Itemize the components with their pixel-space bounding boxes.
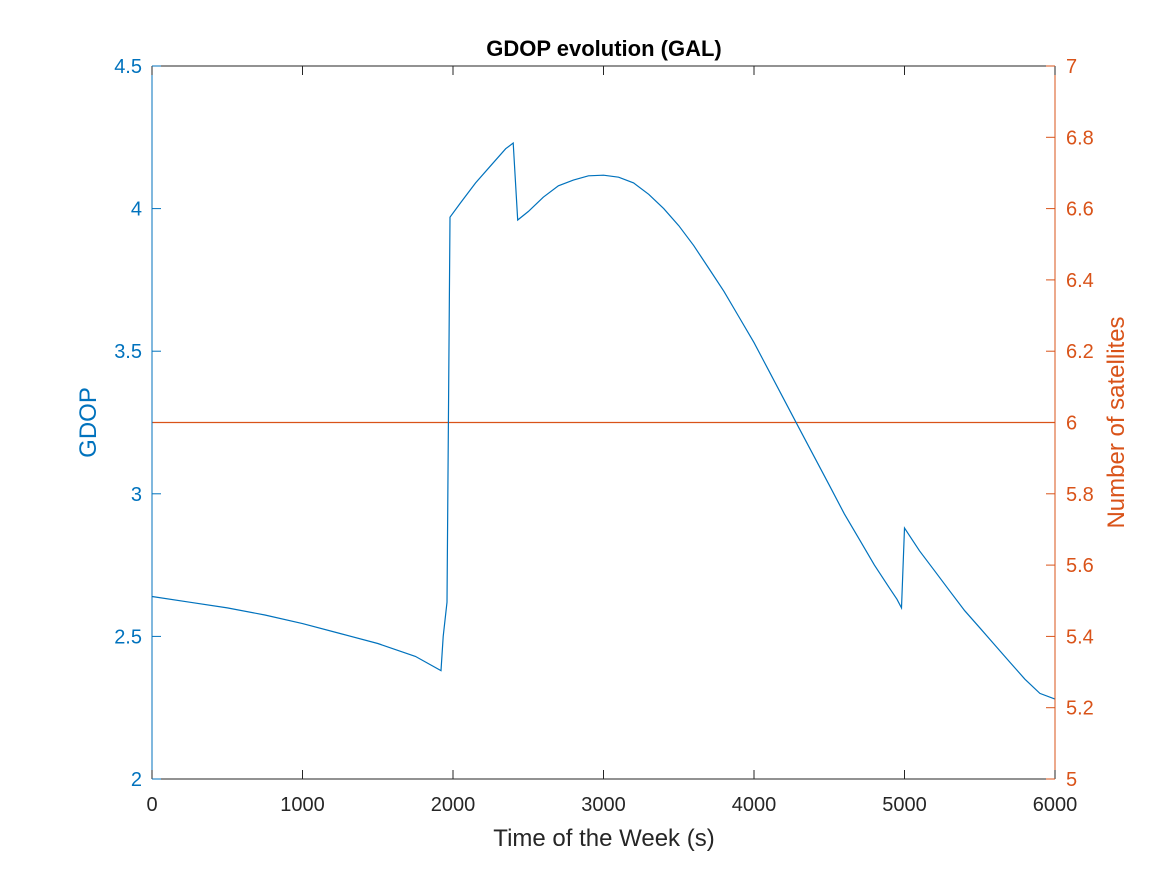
y-left-tick-label: 4.5 [114,56,142,78]
x-tick-label: 2000 [431,794,476,816]
y-right-tick-label: 5.4 [1066,626,1094,648]
y-right-tick-label: 6.4 [1066,270,1094,292]
x-axis-label: Time of the Week (s) [493,825,714,852]
y-right-tick-label: 6.8 [1066,127,1094,149]
chart-title: GDOP evolution (GAL) [486,36,721,61]
axes: 0 1000 2000 3000 4000 5000 6000 2 2.5 3 3.5 4 4.5 5 5.… [114,56,1094,816]
x-tick-label: 6000 [1033,794,1078,816]
y-left-tick-label: 2 [131,769,142,791]
y-right-tick-label: 6.6 [1066,199,1094,221]
x-tick-label: 0 [146,794,157,816]
x-tick-label: 3000 [581,794,626,816]
y-right-tick-label: 5 [1066,769,1077,791]
y-right-tick-label: 6 [1066,413,1077,435]
y-right-tick-label: 6.2 [1066,341,1094,363]
y-right-tick-label: 7 [1066,56,1077,78]
y-left-tick-label: 3.5 [114,341,142,363]
y-left-tick-label: 3 [131,484,142,506]
y-left-tick-label: 4 [131,199,142,221]
y-right-tick-label: 5.2 [1066,698,1094,720]
gdop-series [151,141,1056,700]
gdop-line [151,141,1056,700]
y-axis-left-label: GDOP [75,387,102,458]
x-tick-label: 1000 [280,794,325,816]
x-tick-label: 4000 [732,794,777,816]
x-tick-label: 5000 [882,794,927,816]
y-right-tick-label: 5.8 [1066,484,1094,506]
y-left-tick-label: 2.5 [114,626,142,648]
y-axis-right-label: Number of satellites [1103,316,1130,528]
y-right-tick-label: 5.6 [1066,555,1094,577]
